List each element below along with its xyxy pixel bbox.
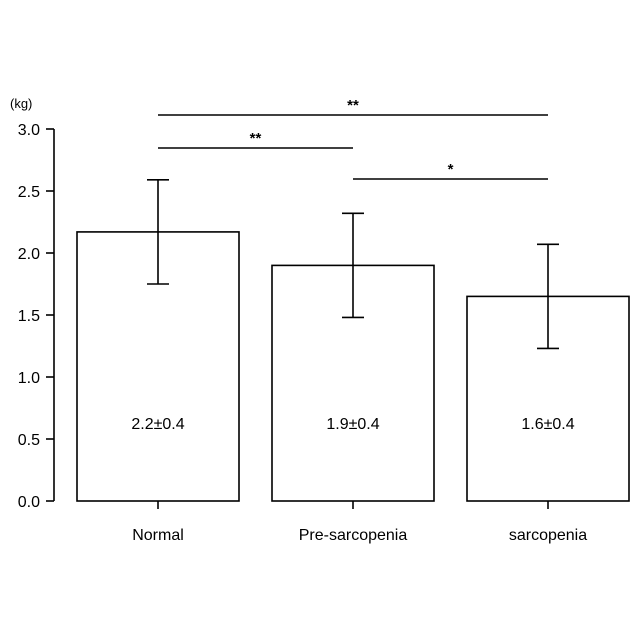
y-tick-label: 0.5 xyxy=(18,432,40,449)
significance-label: * xyxy=(448,161,454,178)
x-tick-label: Normal xyxy=(132,527,184,544)
y-ticks: 0.0 0.5 1.0 1.5 2.0 2.5 3.0 xyxy=(18,122,54,511)
significance-label: ** xyxy=(250,130,262,147)
category-labels: Normal Pre-sarcopenia sarcopenia xyxy=(132,527,587,544)
data-label: 1.9±0.4 xyxy=(326,416,379,433)
y-tick-label: 2.5 xyxy=(18,184,40,201)
x-tick-label: sarcopenia xyxy=(509,527,587,544)
y-tick-label: 1.5 xyxy=(18,308,40,325)
y-tick-label: 2.0 xyxy=(18,246,40,263)
y-tick-label: 3.0 xyxy=(18,122,40,139)
y-tick-label: 1.0 xyxy=(18,370,40,387)
y-unit-label: (kg) xyxy=(10,96,32,111)
data-label: 2.2±0.4 xyxy=(131,416,184,433)
significance-label: ** xyxy=(347,97,359,114)
x-tick-label: Pre-sarcopenia xyxy=(299,527,408,544)
data-label: 1.6±0.4 xyxy=(521,416,574,433)
y-tick-label: 0.0 xyxy=(18,494,40,511)
significance-brackets: ***** xyxy=(158,97,548,179)
